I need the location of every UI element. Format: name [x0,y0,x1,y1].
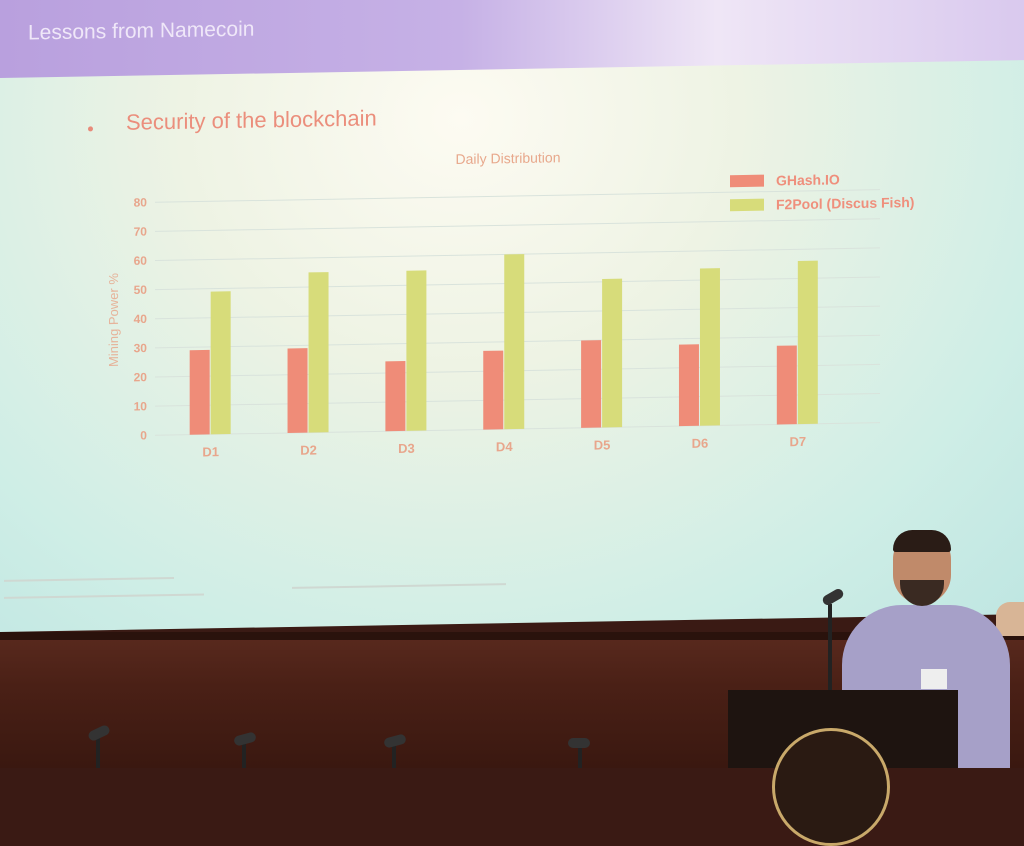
bar-f2pool [308,272,329,433]
legend-swatch [730,174,764,188]
x-tick-label: D1 [202,444,219,459]
y-tick-label: 20 [134,370,148,384]
bar-ghash [189,349,210,435]
screen-bottom-edge [0,632,1024,640]
x-tick-label: D3 [398,441,415,456]
y-tick-label: 40 [134,312,148,326]
bar-f2pool [504,254,525,430]
audience-head [996,602,1024,636]
table-microphone [242,744,246,768]
x-tick-label: D5 [594,437,611,452]
microphone-head-icon [568,738,590,748]
y-tick-labels: 0 10 20 30 40 50 60 70 80 [134,195,148,442]
legend: GHash.IO F2Pool (Discus Fish) [730,171,914,212]
bar-ghash [385,361,406,432]
bar-ghash [776,345,797,425]
podium-microphone [828,604,832,690]
legend-label: GHash.IO [776,171,840,188]
table-microphone [96,738,100,768]
x-tick-label: D6 [692,436,709,451]
legend-swatch [730,198,764,212]
y-axis-label: Mining Power % [106,272,121,367]
y-tick-label: 0 [140,428,147,442]
speaker-hair [893,530,951,552]
bar-ghash [483,350,504,430]
x-tick-label: D2 [300,442,317,457]
bar-f2pool [602,278,623,428]
x-tick-labels: D1 D2 D3 D4 D5 D6 D7 [202,434,806,460]
table-microphone [392,746,396,768]
bar-f2pool [797,260,818,425]
bar-f2pool [699,268,720,426]
projection-screen: Lessons from Namecoin Security of the bl… [0,0,1024,632]
x-tick-label: D4 [496,439,513,454]
bar-ghash [287,348,308,433]
legend-label: F2Pool (Discus Fish) [776,194,914,212]
chart-title: Daily Distribution [455,149,560,167]
table-microphone [578,748,582,768]
x-tick-label: D7 [790,434,807,449]
y-tick-label: 80 [134,195,148,209]
bar-ghash [678,344,699,427]
y-tick-label: 60 [134,254,148,268]
grid-line [155,218,880,232]
y-tick-label: 50 [134,283,148,297]
bar-chart: Daily Distribution Mining Power % 0 10 20 3… [106,149,914,460]
bars [189,254,818,435]
y-tick-label: 70 [134,225,148,239]
y-tick-label: 10 [134,399,148,413]
university-seal [772,728,890,846]
y-tick-label: 30 [134,341,148,355]
bar-ghash [581,340,602,428]
name-badge [921,669,947,689]
bar-f2pool [406,270,427,431]
grid-line [155,189,880,203]
bar-f2pool [210,291,231,435]
